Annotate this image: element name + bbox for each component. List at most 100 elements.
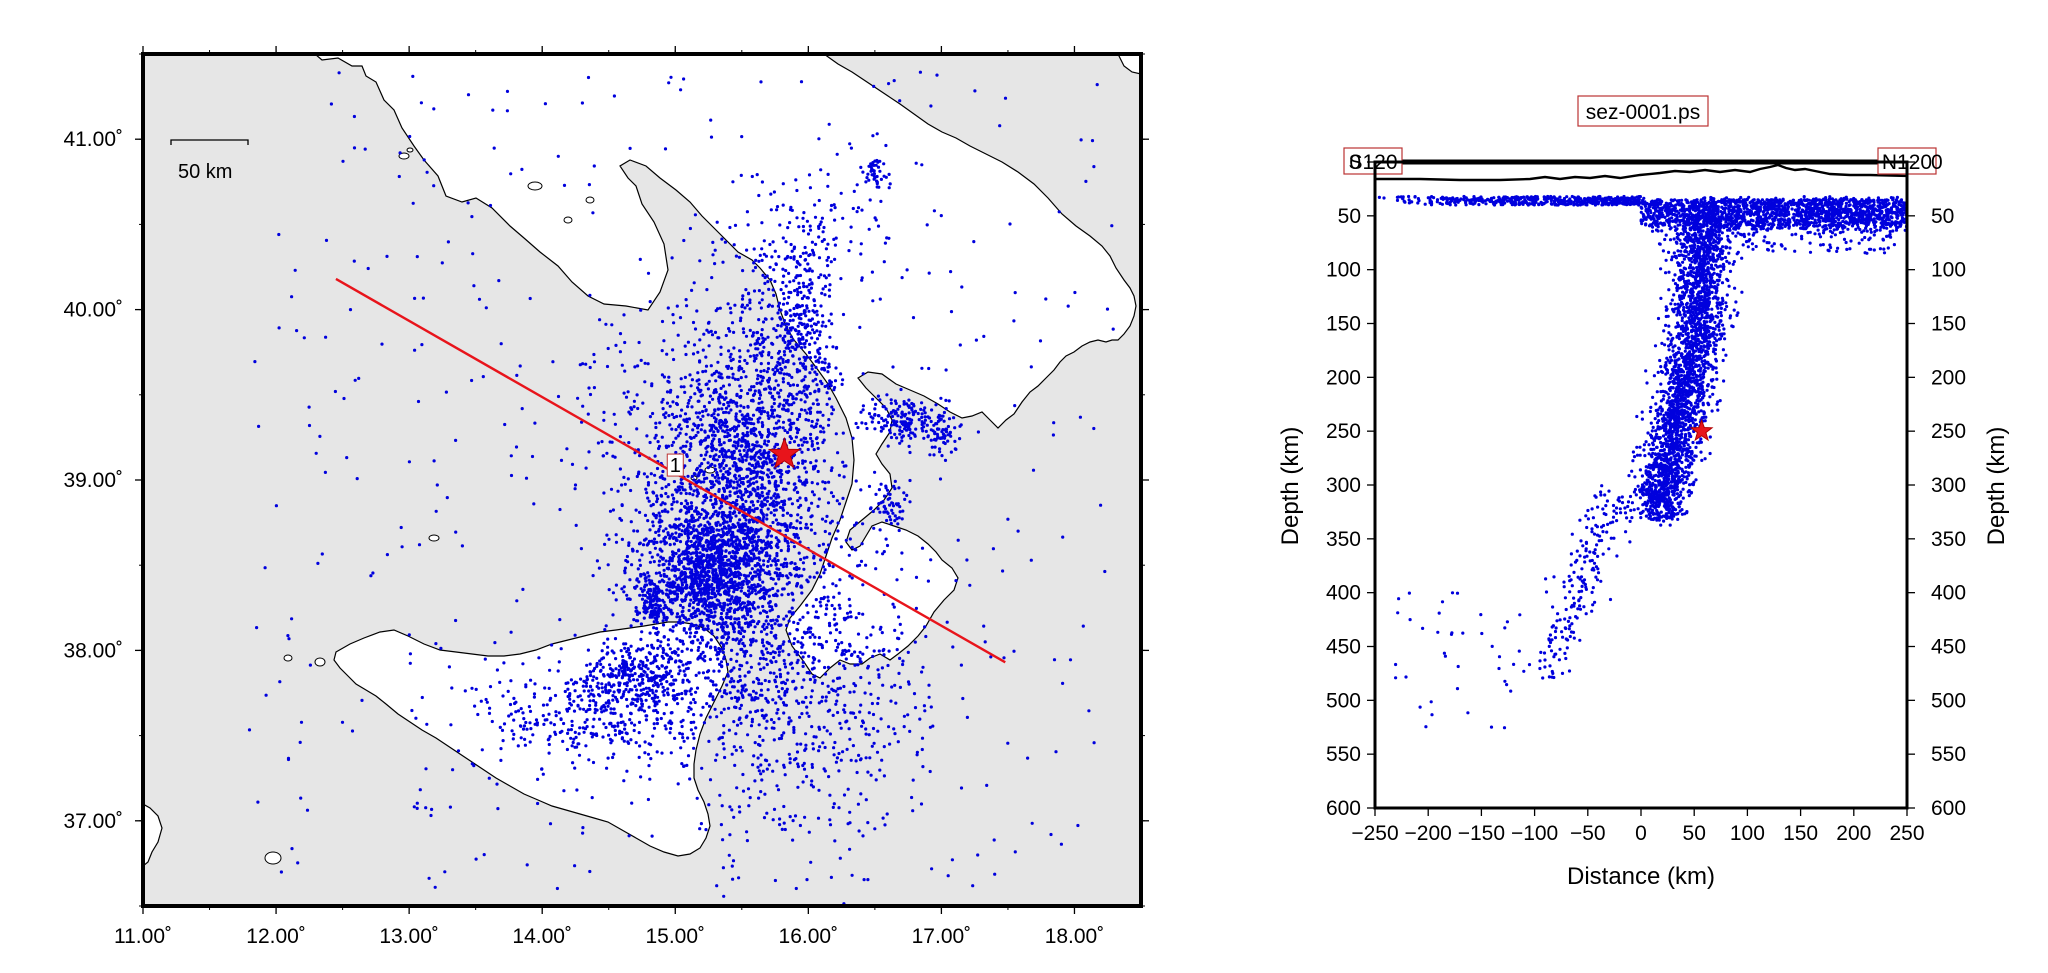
event-dot bbox=[744, 536, 748, 541]
event-dot bbox=[791, 525, 796, 530]
event-dot bbox=[740, 749, 744, 753]
event-dot bbox=[766, 367, 771, 371]
event-dot bbox=[692, 435, 696, 439]
event-dot bbox=[721, 742, 725, 746]
event-dot bbox=[784, 487, 788, 491]
event-dot bbox=[856, 425, 860, 430]
event-dot bbox=[697, 600, 701, 604]
event-dot bbox=[792, 730, 796, 735]
event-dot bbox=[822, 438, 826, 442]
event-dot bbox=[800, 450, 804, 454]
event-dot bbox=[679, 578, 683, 582]
event-dot bbox=[697, 671, 701, 675]
event-dot bbox=[792, 620, 796, 625]
event-dot bbox=[752, 481, 756, 485]
event-dot bbox=[784, 346, 788, 350]
event-dot bbox=[913, 434, 917, 438]
event-dot bbox=[745, 453, 749, 457]
event-dot bbox=[666, 660, 671, 664]
event-dot bbox=[810, 779, 814, 783]
event-dot bbox=[732, 685, 736, 689]
event-dot bbox=[826, 370, 830, 374]
event-dot bbox=[725, 434, 729, 439]
event-dot bbox=[840, 382, 844, 386]
event-dot bbox=[788, 757, 792, 761]
event-dot bbox=[655, 665, 659, 669]
event-dot bbox=[810, 765, 815, 770]
event-dot bbox=[838, 630, 842, 635]
event-dot bbox=[757, 450, 761, 454]
event-dot bbox=[812, 575, 816, 579]
event-dot bbox=[864, 727, 868, 731]
event-dot bbox=[752, 247, 756, 251]
event-dot bbox=[616, 721, 620, 725]
event-dot bbox=[516, 709, 521, 713]
event-dot bbox=[788, 418, 792, 422]
event-dot bbox=[791, 318, 795, 322]
event-dot bbox=[699, 593, 703, 597]
event-dot bbox=[928, 725, 933, 729]
event-dot bbox=[758, 611, 763, 615]
event-dot bbox=[715, 545, 719, 549]
event-dot bbox=[722, 466, 726, 470]
event-dot bbox=[801, 459, 805, 463]
event-dot bbox=[809, 515, 813, 519]
event-dot bbox=[762, 622, 766, 626]
event-dot bbox=[725, 520, 729, 524]
event-dot bbox=[519, 707, 523, 711]
event-dot bbox=[447, 665, 451, 669]
event-dot bbox=[677, 517, 681, 521]
event-dot bbox=[889, 401, 893, 405]
event-dot bbox=[632, 529, 636, 533]
event-dot bbox=[688, 373, 692, 377]
event-dot bbox=[743, 654, 747, 658]
event-dot bbox=[669, 608, 673, 613]
event-dot bbox=[799, 342, 803, 346]
event-dot bbox=[547, 751, 551, 755]
event-dot bbox=[737, 718, 741, 722]
event-dot bbox=[607, 689, 611, 693]
event-dot bbox=[912, 692, 917, 696]
event-dot bbox=[802, 378, 806, 382]
event-dot bbox=[708, 715, 712, 719]
event-dot bbox=[818, 727, 822, 731]
event-dot bbox=[742, 370, 746, 374]
event-dot bbox=[737, 600, 741, 604]
event-dot bbox=[787, 346, 791, 350]
event-dot bbox=[630, 673, 634, 677]
event-dot bbox=[734, 555, 738, 559]
event-dot bbox=[672, 321, 676, 325]
event-dot bbox=[687, 661, 691, 665]
event-dot bbox=[770, 317, 774, 321]
event-dot bbox=[802, 556, 806, 560]
event-dot bbox=[808, 356, 813, 360]
event-dot bbox=[662, 572, 666, 577]
event-dot bbox=[777, 717, 781, 721]
event-dot bbox=[762, 455, 766, 459]
event-dot bbox=[711, 397, 715, 401]
event-dot bbox=[695, 468, 699, 472]
event-dot bbox=[547, 737, 551, 741]
event-dot bbox=[698, 551, 702, 555]
event-dot bbox=[650, 696, 654, 701]
event-dot bbox=[659, 609, 663, 613]
event-dot bbox=[686, 534, 690, 538]
event-dot bbox=[732, 449, 736, 453]
event-dot bbox=[695, 554, 699, 558]
event-dot bbox=[647, 764, 651, 768]
event-dot bbox=[826, 599, 830, 603]
event-dot bbox=[910, 418, 914, 422]
event-dot bbox=[670, 651, 674, 655]
event-dot bbox=[584, 681, 589, 685]
event-dot bbox=[780, 593, 784, 597]
event-dot bbox=[874, 778, 878, 782]
event-dot bbox=[742, 554, 747, 559]
event-dot bbox=[825, 603, 829, 607]
event-dot bbox=[700, 462, 704, 466]
event-dot bbox=[528, 721, 532, 725]
event-dot bbox=[802, 440, 806, 444]
event-dot bbox=[713, 645, 717, 650]
event-dot bbox=[758, 558, 762, 562]
event-dot bbox=[569, 736, 573, 740]
event-dot bbox=[635, 393, 639, 397]
